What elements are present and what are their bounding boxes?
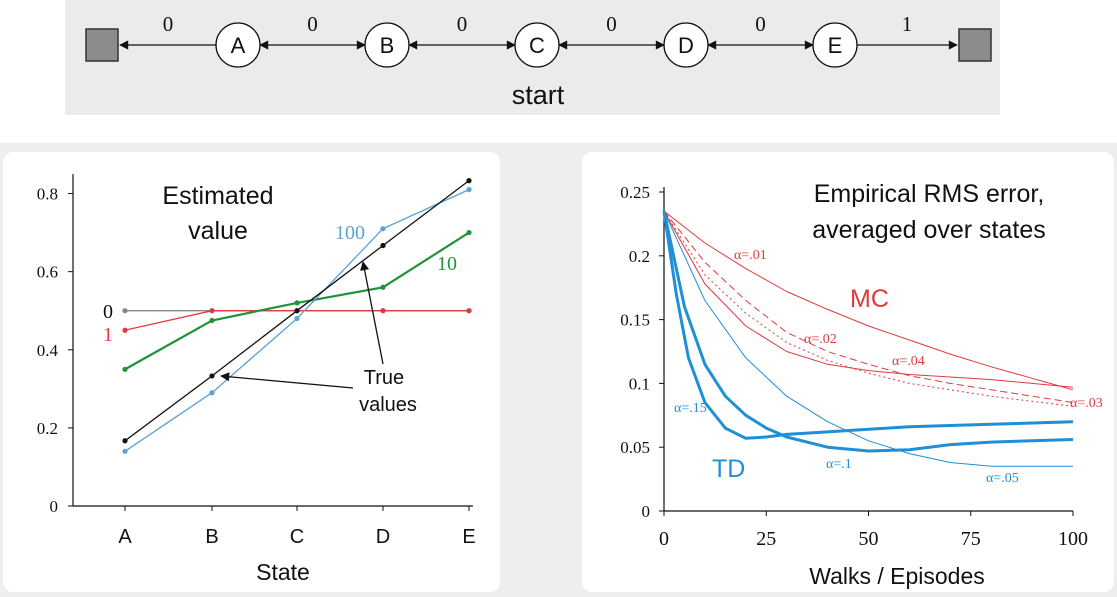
series-line bbox=[663, 210, 1074, 403]
state-node bbox=[215, 22, 261, 68]
data-point bbox=[294, 300, 300, 306]
series-label: α=.15 bbox=[674, 401, 707, 416]
x-tick-label: A bbox=[118, 526, 132, 548]
reward-label: 1 bbox=[902, 12, 913, 36]
series-label: 1 bbox=[103, 324, 113, 346]
estimated-value-panel: 0 0.2 0.4 0.6 0.8 A B C D E 0 1 10 100 Estimated val… bbox=[3, 152, 500, 592]
reward-label: 0 bbox=[163, 12, 174, 36]
data-point bbox=[294, 308, 300, 314]
data-point bbox=[209, 390, 215, 396]
data-point bbox=[122, 366, 128, 372]
state-node bbox=[812, 22, 858, 68]
annotation-line1: True bbox=[364, 367, 404, 389]
series-label: α=.04 bbox=[892, 354, 925, 369]
series-label: 100 bbox=[335, 222, 365, 244]
start-label: start bbox=[512, 80, 565, 110]
x-axis-label: Walks / Episodes bbox=[809, 563, 985, 589]
data-point bbox=[209, 308, 215, 314]
x-tick-label: 50 bbox=[859, 528, 879, 550]
series-label: α=.03 bbox=[1070, 396, 1103, 411]
data-point bbox=[122, 438, 128, 444]
x-tick-label: 0 bbox=[659, 528, 669, 550]
chart-title-line2: averaged over states bbox=[812, 216, 1045, 244]
x-tick-label: B bbox=[205, 526, 218, 548]
series-label: α=.1 bbox=[826, 457, 852, 472]
data-point bbox=[380, 284, 386, 290]
x-axis-label: State bbox=[256, 559, 310, 585]
chart-title-line1: Estimated bbox=[162, 182, 273, 210]
state-node bbox=[514, 22, 560, 68]
group-label-td: TD bbox=[712, 455, 745, 483]
x-tick-label: 25 bbox=[756, 528, 776, 550]
y-tick-label: 0.8 bbox=[37, 185, 58, 204]
chart-title-line2: value bbox=[188, 217, 248, 245]
data-point bbox=[466, 178, 472, 184]
terminal-left bbox=[85, 28, 119, 62]
series-line bbox=[663, 210, 1073, 467]
y-tick-label: 0.1 bbox=[629, 374, 650, 393]
data-point bbox=[294, 315, 300, 322]
reward-label: 0 bbox=[307, 12, 318, 36]
series-label: 0 bbox=[103, 301, 113, 323]
data-point bbox=[466, 308, 472, 314]
series-label: 10 bbox=[437, 253, 457, 275]
state-label: C bbox=[529, 33, 545, 58]
y-tick-label: 0.2 bbox=[37, 419, 58, 438]
y-tick-label: 0.25 bbox=[620, 183, 650, 202]
data-point bbox=[380, 242, 386, 249]
data-point bbox=[122, 448, 128, 454]
x-tick-label: C bbox=[290, 526, 304, 548]
rms-error-panel: 0 0.05 0.1 0.15 0.2 0.25 0 25 50 75 100 Empirical … bbox=[582, 152, 1114, 592]
series-line bbox=[663, 210, 1074, 388]
x-tick-label: E bbox=[462, 526, 475, 548]
y-tick-label: 0.4 bbox=[37, 341, 59, 360]
series-label: α=.02 bbox=[804, 332, 837, 347]
annotation-line2: values bbox=[359, 394, 417, 416]
series-label: α=.05 bbox=[986, 471, 1019, 486]
rms-error-chart: 0 0.05 0.1 0.15 0.2 0.25 0 25 50 75 100 Empirical … bbox=[620, 180, 1103, 589]
data-point bbox=[209, 373, 215, 379]
data-point bbox=[380, 226, 386, 232]
series-line bbox=[663, 210, 1074, 391]
x-tick-label: 75 bbox=[961, 528, 981, 550]
state-label: B bbox=[380, 33, 395, 58]
y-tick-label: 0.15 bbox=[620, 311, 650, 330]
series-line bbox=[662, 210, 1074, 453]
y-tick-label: 0.6 bbox=[37, 263, 58, 282]
x-tick-label: 100 bbox=[1058, 528, 1088, 550]
data-point bbox=[122, 308, 128, 314]
state-label: E bbox=[828, 33, 843, 58]
y-tick-label: 0.05 bbox=[620, 438, 650, 457]
annotation-arrow bbox=[360, 261, 384, 365]
y-tick-label: 0 bbox=[642, 502, 651, 521]
data-point bbox=[466, 187, 472, 193]
data-point bbox=[466, 229, 472, 236]
data-point bbox=[122, 327, 128, 333]
reward-label: 0 bbox=[606, 12, 617, 36]
series-label: α=.01 bbox=[734, 248, 767, 263]
state-node bbox=[364, 22, 410, 68]
random-walk-diagram: A B C D E 0 0 0 0 0 1 start bbox=[85, 12, 992, 110]
state-label: A bbox=[231, 33, 246, 58]
state-node bbox=[663, 22, 709, 68]
reward-label: 0 bbox=[457, 12, 468, 36]
data-point bbox=[209, 317, 215, 324]
state-label: D bbox=[678, 33, 694, 58]
y-tick-label: 0 bbox=[50, 497, 59, 516]
x-tick-label: D bbox=[376, 526, 390, 548]
y-tick-label: 0.2 bbox=[629, 247, 650, 266]
series-line bbox=[662, 210, 1074, 440]
group-label-mc: MC bbox=[850, 285, 889, 313]
chart-title-line1: Empirical RMS error, bbox=[814, 180, 1045, 208]
terminal-right bbox=[958, 28, 992, 62]
data-point bbox=[380, 308, 386, 314]
reward-label: 0 bbox=[755, 12, 766, 36]
annotation-arrow bbox=[220, 372, 354, 389]
